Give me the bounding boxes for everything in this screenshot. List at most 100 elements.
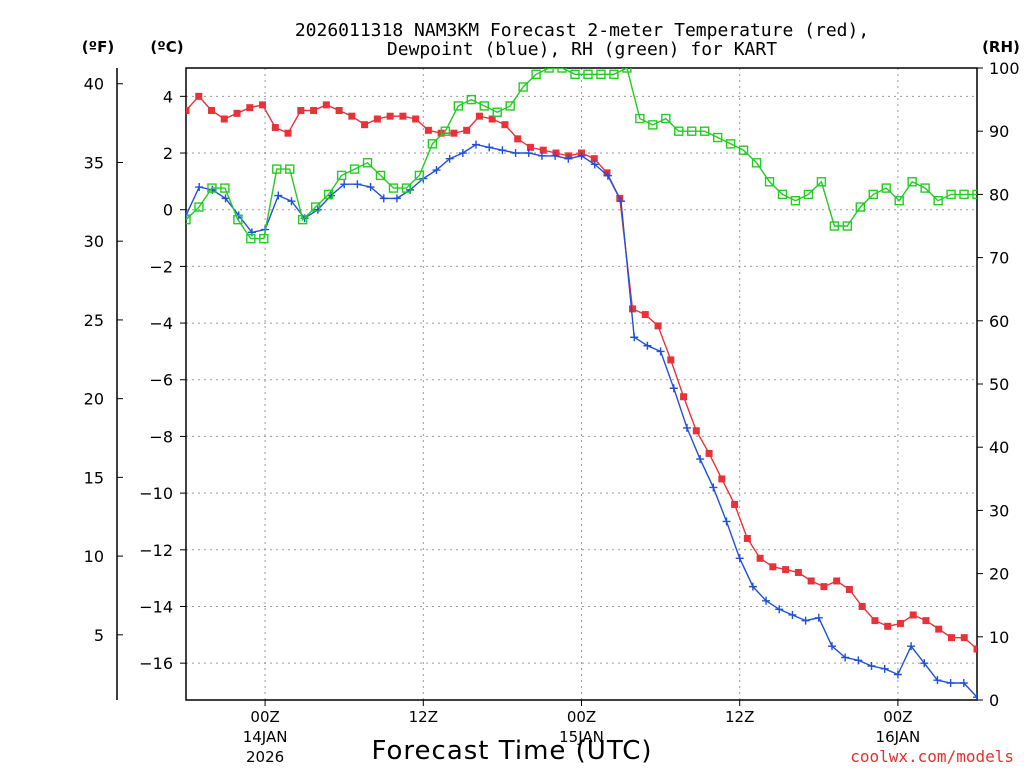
2-meter-temperature-point	[603, 169, 611, 177]
relative-humidity-point	[803, 189, 814, 200]
fahrenheit-tick-label: 10	[84, 547, 104, 566]
rh-tick-label: 30	[989, 501, 1009, 520]
2-meter-temperature-point	[361, 121, 369, 129]
dewpoint-point	[617, 197, 626, 206]
credit-text: coolwx.com/models	[850, 747, 1014, 766]
2-meter-temperature-point	[259, 101, 267, 109]
rh-tick-label: 10	[989, 628, 1009, 647]
series-clip-group	[186, 68, 977, 700]
relative-humidity-point	[194, 202, 204, 212]
relative-humidity-point	[220, 183, 230, 193]
grid-layer	[186, 68, 977, 700]
celsius-tick-label: −10	[139, 484, 173, 503]
2-meter-temperature-point	[297, 107, 305, 115]
dewpoint-point	[524, 149, 533, 158]
relative-humidity-point	[259, 233, 269, 244]
dewpoint-point	[682, 423, 691, 432]
2-meter-temperature-point	[909, 611, 917, 619]
relative-humidity-point	[894, 196, 904, 206]
2-meter-temperature-point	[475, 112, 483, 120]
relative-humidity-point	[725, 139, 736, 149]
relative-humidity-point	[842, 221, 853, 231]
x-tick-label: 12Z	[409, 708, 438, 726]
2-meter-temperature-point	[310, 107, 318, 115]
2-meter-temperature-point	[680, 393, 688, 401]
relative-humidity-point	[609, 69, 619, 80]
x-axis-label: Forecast Time (UTC)	[371, 736, 652, 766]
relative-humidity-point	[285, 164, 295, 174]
2-meter-temperature-point	[896, 619, 904, 627]
rh-tick-label: 20	[989, 565, 1009, 584]
dewpoint-point	[221, 194, 230, 203]
2-meter-temperature-point	[782, 566, 790, 574]
dewpoint-point	[392, 194, 401, 203]
relative-humidity-point	[414, 170, 425, 181]
relative-humidity-point	[401, 183, 412, 193]
dewpoint-point	[511, 149, 520, 158]
x-tick-date: 16JAN	[876, 728, 921, 746]
celsius-tick-label: −4	[149, 314, 173, 333]
2-meter-temperature-point	[641, 311, 649, 319]
relative-humidity-point	[466, 94, 476, 105]
relative-humidity-point	[622, 68, 632, 73]
dewpoint-point	[656, 347, 665, 356]
dewpoint-point	[893, 670, 902, 679]
relative-humidity-point	[816, 177, 827, 187]
dewpoint-point	[366, 183, 375, 192]
relative-humidity-point	[687, 126, 697, 136]
2-meter-temperature-point	[654, 322, 662, 330]
relative-humidity-point	[881, 183, 891, 193]
relative-humidity-point	[336, 170, 347, 181]
axes-layer: 420−2−4−6−8−10−12−14−1640353025201510510…	[84, 59, 1020, 766]
2-meter-temperature-point	[871, 617, 879, 625]
relative-humidity-point	[907, 177, 917, 187]
dewpoint-point	[603, 171, 612, 180]
x-tick-label: 00Z	[250, 708, 279, 726]
dewpoint-point	[748, 582, 757, 591]
2-meter-temperature-point	[794, 568, 802, 576]
2-meter-temperature-point	[186, 107, 190, 115]
rh-tick-label: 0	[989, 691, 999, 710]
fahrenheit-tick-label: 5	[94, 626, 104, 645]
2-meter-temperature-point	[973, 645, 977, 653]
2-meter-temperature-point	[246, 104, 254, 112]
celsius-tick-label: −6	[149, 371, 173, 390]
relative-humidity-point	[272, 164, 282, 174]
relative-humidity-point	[453, 101, 464, 111]
dewpoint-point	[867, 661, 876, 670]
relative-humidity-point	[323, 189, 334, 200]
rh-tick-label: 40	[989, 438, 1009, 457]
relative-humidity-point	[388, 183, 399, 193]
celsius-tick-label: −14	[139, 597, 173, 616]
relative-humidity-point	[310, 202, 321, 212]
relative-humidity-point	[246, 233, 256, 244]
dewpoint-point	[841, 653, 850, 662]
relative-humidity-point	[855, 202, 865, 212]
dewpoint-point	[907, 642, 916, 651]
2-meter-temperature-point	[629, 305, 637, 313]
fahrenheit-tick-label: 15	[84, 468, 104, 487]
dewpoint-point	[920, 659, 929, 668]
dewpoint-point	[933, 676, 942, 685]
2-meter-temperature-point	[284, 129, 292, 137]
dewpoint-point	[669, 384, 678, 393]
fahrenheit-tick-label: 30	[84, 232, 104, 251]
relative-humidity-point	[362, 158, 373, 168]
dewpoint-point	[577, 151, 586, 160]
2-meter-temperature-point	[488, 115, 496, 123]
dewpoint-point	[880, 664, 889, 673]
2-meter-temperature-point	[412, 115, 420, 123]
dewpoint-point	[827, 642, 836, 651]
relative-humidity-point	[920, 183, 930, 193]
relative-humidity-point	[375, 170, 386, 181]
celsius-axis-unit: (ºC)	[150, 38, 183, 56]
dewpoint-point	[788, 610, 797, 619]
relative-humidity-point	[868, 189, 878, 200]
dewpoint-point	[445, 154, 454, 163]
relative-humidity-point	[972, 189, 977, 200]
relative-humidity-point	[492, 107, 502, 117]
celsius-tick-label: −12	[139, 541, 173, 560]
2-meter-temperature-point	[960, 634, 968, 642]
x-tick-label: 12Z	[725, 708, 754, 726]
chart-title: 2026011318 NAM3KM Forecast 2-meter Tempe…	[295, 20, 869, 41]
